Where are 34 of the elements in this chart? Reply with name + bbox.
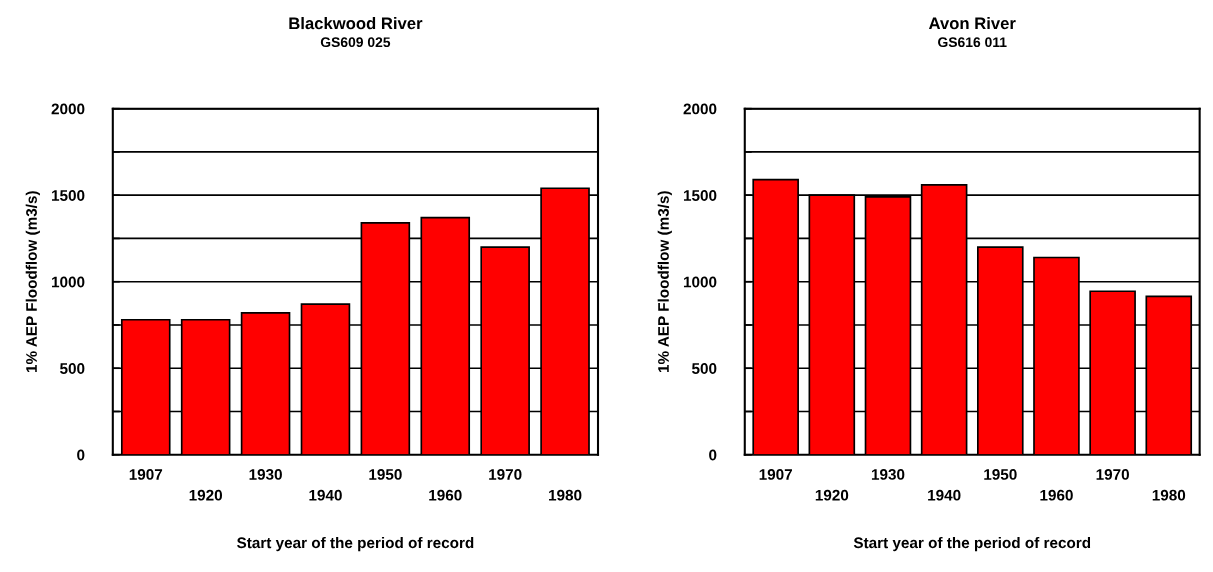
y-tick-label: 1500 [52, 190, 85, 201]
x-tick-label: 1940 [928, 489, 961, 501]
x-tick-label: 1970 [489, 469, 522, 480]
x-tick-label: 1950 [984, 469, 1017, 480]
y-tick-label: 0 [709, 449, 717, 461]
y-tick-label: 0 [77, 449, 85, 461]
x-tick-label: 1970 [1096, 469, 1129, 480]
x-tick-label: 1930 [249, 469, 282, 480]
x-tick-label: 1940 [309, 489, 342, 501]
y-tick-label: 2000 [51, 103, 85, 115]
y-axis-title: 1% AEP Floodflow (m3/s) [25, 191, 40, 372]
y-axis-title: 1% AEP Floodflow (m3/s) [657, 191, 672, 372]
x-tick-label: 1960 [429, 489, 462, 501]
x-tick-label: 1930 [871, 469, 905, 480]
x-tick-label: 1907 [759, 469, 792, 480]
chart-subtitle: GS616 011 [938, 37, 1007, 48]
x-tick-label: 1980 [549, 489, 582, 501]
x-axis-title: Start year of the period of record [237, 536, 474, 552]
y-tick-label: 1500 [683, 190, 717, 201]
y-tick-label: 500 [691, 363, 717, 374]
x-tick-label: 1920 [815, 489, 849, 501]
chart-subtitle: GS609 025 [320, 37, 391, 48]
x-tick-label: 1950 [369, 469, 402, 480]
chart-title: Blackwood River [289, 17, 423, 30]
x-tick-label: 1920 [189, 489, 223, 501]
y-tick-label: 1000 [52, 276, 85, 288]
y-tick-label: 2000 [683, 103, 717, 115]
x-tick-label: 1980 [1152, 489, 1186, 501]
x-tick-label: 1907 [129, 469, 163, 480]
y-tick-label: 1000 [683, 276, 717, 288]
y-tick-label: 500 [60, 363, 85, 374]
x-axis-title: Start year of the period of record [853, 536, 1091, 552]
chart-title: Avon River [928, 17, 1016, 30]
x-tick-label: 1960 [1040, 489, 1073, 501]
